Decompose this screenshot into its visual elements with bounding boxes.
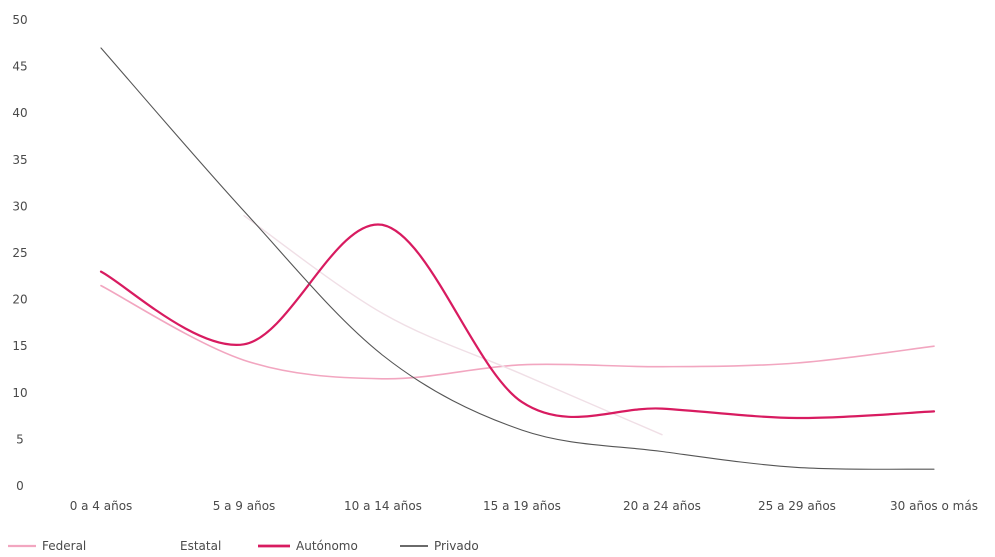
y-tick-label: 10: [12, 386, 27, 400]
legend-label: Privado: [434, 539, 479, 553]
series-line-2: [243, 215, 663, 436]
x-tick-label: 10 a 14 años: [344, 499, 422, 513]
series-lines: [99, 47, 936, 470]
x-tick-label: 5 a 9 años: [213, 499, 276, 513]
y-tick-label: 5: [16, 432, 24, 446]
y-tick-label: 50: [12, 13, 27, 27]
y-tick-label: 40: [12, 106, 27, 120]
x-tick-label: 25 a 29 años: [758, 499, 836, 513]
series-line-3: [99, 223, 936, 420]
y-tick-label: 20: [12, 293, 27, 307]
x-tick-label: 0 a 4 años: [70, 499, 133, 513]
legend: Federal Estatal Autónomo Privado: [8, 539, 479, 553]
x-tick-label: 20 a 24 años: [623, 499, 701, 513]
x-tick-label: 15 a 19 años: [483, 499, 561, 513]
series-line-1: [100, 284, 935, 380]
y-tick-label: 25: [12, 246, 27, 260]
y-tick-label: 0: [16, 479, 24, 493]
y-axis-ticks: 0 5 10 15 20 25 30 35 40 45 50: [12, 13, 27, 493]
series-line-4: [100, 47, 935, 470]
x-tick-label: 30 años o más: [890, 499, 978, 513]
legend-label: Autónomo: [296, 539, 358, 553]
legend-label: Estatal: [180, 539, 221, 553]
y-tick-label: 30: [12, 199, 27, 213]
legend-label: Federal: [42, 539, 86, 553]
y-tick-label: 15: [12, 339, 27, 353]
y-tick-label: 45: [12, 60, 27, 74]
y-tick-label: 35: [12, 153, 27, 167]
x-axis-ticks: 0 a 4 años 5 a 9 años 10 a 14 años 15 a 19 …: [70, 499, 978, 513]
